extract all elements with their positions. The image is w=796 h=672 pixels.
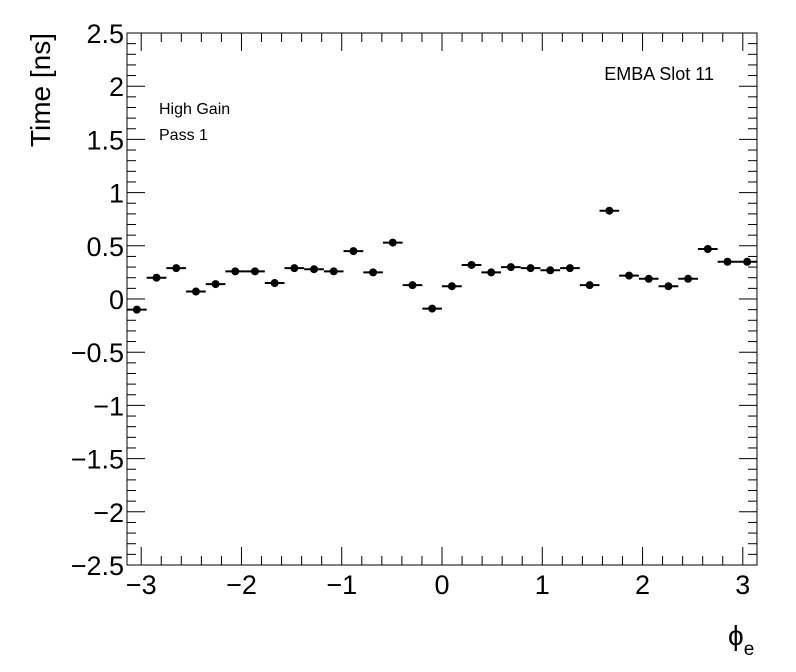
data-point <box>127 305 147 314</box>
data-point <box>560 264 580 273</box>
data-point <box>245 267 265 276</box>
data-point <box>284 264 305 273</box>
data-point <box>737 257 757 266</box>
point-marker <box>211 280 220 289</box>
data-point <box>540 266 561 275</box>
y-tick-labels: 2.5 2 1.5 1 0.5 0 −0.5 −1 −1.5 −2 −2.5 <box>71 19 124 581</box>
annotation-gain: High Gain <box>159 101 230 118</box>
y-tick-label: −1 <box>93 391 124 421</box>
point-marker <box>152 273 161 282</box>
y-tick-label: −1.5 <box>71 445 124 475</box>
x-tick-label: 0 <box>434 570 449 600</box>
point-marker <box>329 267 338 276</box>
y-tick-label: 1.5 <box>86 125 124 155</box>
point-marker <box>644 274 653 283</box>
data-point <box>402 281 423 290</box>
data-point <box>205 280 226 289</box>
point-marker <box>585 281 594 290</box>
point-marker <box>526 264 535 273</box>
data-point <box>363 268 383 277</box>
point-marker <box>546 266 555 275</box>
tick-marks <box>127 32 757 566</box>
point-marker <box>428 304 437 313</box>
data-point <box>461 260 482 269</box>
point-marker <box>664 282 673 291</box>
x-tick-label: −2 <box>226 570 257 600</box>
point-marker <box>625 271 634 280</box>
data-point <box>619 271 639 280</box>
point-marker <box>231 267 240 276</box>
x-tick-label: −3 <box>126 570 157 600</box>
data-point <box>697 244 718 253</box>
data-point <box>264 279 285 288</box>
data-point <box>186 287 206 296</box>
point-marker <box>250 267 259 276</box>
x-axis-title: ϕe <box>728 620 754 660</box>
x-axis-title-sub: e <box>744 639 755 660</box>
y-tick-label: 0 <box>109 285 124 315</box>
point-marker <box>565 264 574 273</box>
y-tick-label: 1 <box>109 179 124 209</box>
x-tick-label: 3 <box>735 570 750 600</box>
data-point <box>225 267 246 276</box>
y-tick-label: 2.5 <box>86 19 124 49</box>
point-marker <box>723 257 732 266</box>
data-point <box>442 282 462 291</box>
point-marker <box>369 268 378 277</box>
annotation-pass: Pass 1 <box>159 127 208 144</box>
point-marker <box>270 279 279 288</box>
point-marker <box>310 265 319 274</box>
data-point <box>579 281 600 290</box>
point-marker <box>487 268 496 277</box>
x-tick-label: 2 <box>635 570 650 600</box>
y-tick-label: 2 <box>109 72 124 102</box>
point-marker <box>132 305 141 314</box>
data-point <box>678 274 698 283</box>
data-point <box>638 274 659 283</box>
point-marker <box>388 238 397 247</box>
data-point <box>382 238 403 247</box>
point-marker <box>605 206 614 215</box>
data-point <box>599 206 620 215</box>
data-points <box>127 206 757 314</box>
data-point <box>481 268 502 277</box>
point-marker <box>447 282 456 291</box>
annotation-slot: EMBA Slot 11 <box>604 64 714 84</box>
data-point <box>717 257 738 266</box>
data-point <box>146 273 167 282</box>
data-point <box>501 263 521 272</box>
point-marker <box>743 257 752 266</box>
point-marker <box>191 287 200 296</box>
y-tick-label: −2 <box>93 498 124 528</box>
data-point <box>323 267 344 276</box>
y-tick-label: −0.5 <box>71 338 124 368</box>
data-point <box>343 247 364 256</box>
data-point <box>166 264 187 273</box>
y-tick-label: −2.5 <box>71 551 124 581</box>
point-marker <box>290 264 299 273</box>
point-marker <box>506 263 515 272</box>
point-marker <box>703 244 712 253</box>
data-point <box>520 264 541 273</box>
point-marker <box>467 260 476 269</box>
y-axis-title: Time [ns] <box>25 33 56 147</box>
point-marker <box>408 281 417 290</box>
x-tick-labels: −3 −2 −1 0 1 2 3 <box>126 570 751 600</box>
x-axis-title-main: ϕ <box>728 620 744 651</box>
x-tick-label: 1 <box>535 570 550 600</box>
y-tick-label: 0.5 <box>86 232 124 262</box>
data-point <box>304 265 324 274</box>
data-point <box>658 282 679 291</box>
x-tick-label: −1 <box>326 570 357 600</box>
data-point <box>422 304 442 313</box>
point-marker <box>684 274 693 283</box>
point-marker <box>349 247 358 256</box>
point-marker <box>172 264 181 273</box>
